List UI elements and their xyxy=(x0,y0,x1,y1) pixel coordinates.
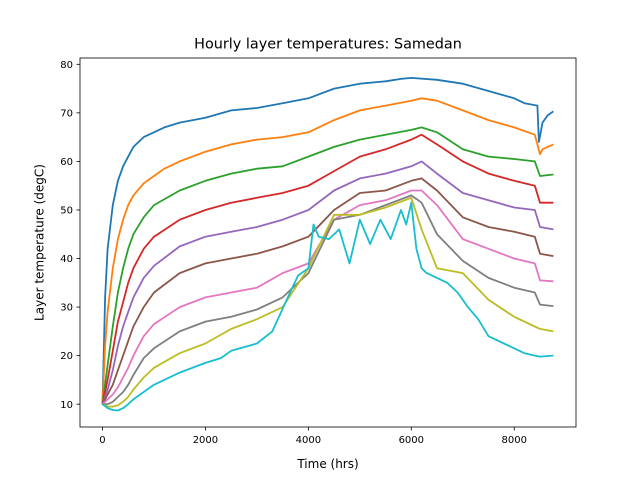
x-axis-label: Time (hrs) xyxy=(296,457,358,471)
series-line-8 xyxy=(102,194,554,406)
series-line-6 xyxy=(101,177,554,405)
x-tick-label: 2000 xyxy=(193,435,218,446)
y-axis-label: Layer temperature (degC) xyxy=(33,164,47,321)
y-tick-label: 10 xyxy=(60,400,73,411)
x-tick-label: 6000 xyxy=(399,435,424,446)
series-line-1 xyxy=(101,77,554,405)
y-tick-label: 20 xyxy=(60,351,73,362)
y-axis: 10 20 30 40 50 60 70 80 xyxy=(60,60,80,411)
series-line-5 xyxy=(101,160,554,405)
series-line-3 xyxy=(101,126,554,405)
x-tick-label: 8000 xyxy=(502,435,527,446)
plot-frame xyxy=(79,57,577,428)
y-tick-label: 70 xyxy=(60,108,73,119)
series-line-7 xyxy=(101,189,554,405)
chart-title: Hourly layer temperatures: Samedan xyxy=(194,37,462,53)
series-layer xyxy=(101,77,554,412)
series-line-4 xyxy=(101,133,554,405)
y-tick-label: 40 xyxy=(60,254,73,265)
series-line-10 xyxy=(101,201,554,412)
y-tick-label: 30 xyxy=(60,303,73,314)
y-tick-label: 50 xyxy=(60,206,73,217)
y-tick-label: 60 xyxy=(60,157,73,168)
x-tick-label: 0 xyxy=(99,435,105,446)
x-axis: 0 2000 4000 6000 8000 xyxy=(99,427,527,446)
y-tick-label: 80 xyxy=(60,60,73,71)
x-tick-label: 4000 xyxy=(296,435,321,446)
series-line-2 xyxy=(101,97,554,405)
